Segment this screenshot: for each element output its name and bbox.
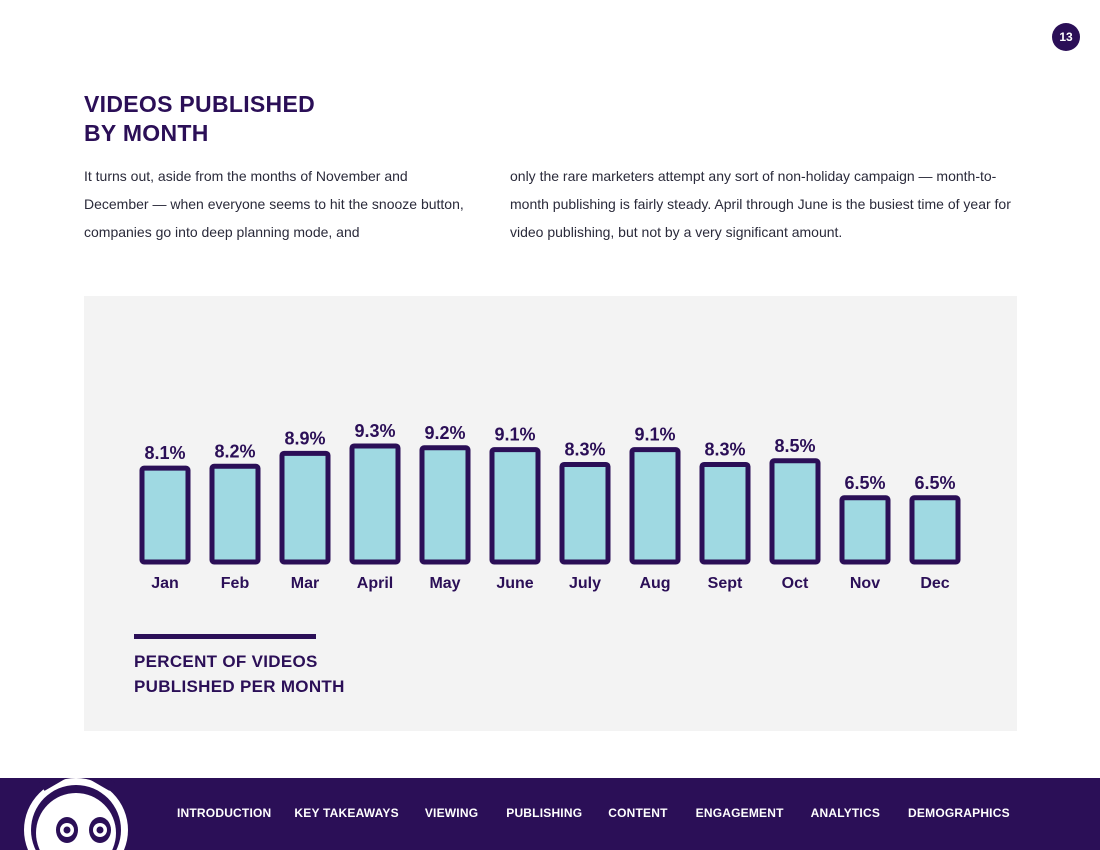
value-label-nov: 6.5% — [844, 473, 885, 493]
page-title-line2: BY MONTH — [84, 120, 209, 146]
nav-item-analytics[interactable]: ANALYTICS — [810, 806, 881, 820]
category-label-april: April — [357, 575, 393, 592]
category-label-may: May — [429, 575, 460, 592]
nav-item-engagement[interactable]: ENGAGEMENT — [695, 806, 784, 820]
intro-paragraph-left: It turns out, aside from the months of N… — [84, 168, 464, 240]
category-label-aug: Aug — [639, 575, 670, 592]
bar-april — [349, 443, 401, 565]
chart-caption-line2: PUBLISHED PER MONTH — [134, 677, 345, 696]
bar-jan — [139, 465, 191, 565]
bar-oct — [769, 458, 821, 565]
value-label-mar: 8.9% — [284, 428, 325, 448]
category-label-oct: Oct — [782, 575, 809, 592]
bar-aug — [629, 447, 681, 565]
footer-nav-bar: INTRODUCTION KEY TAKEAWAYS VIEWING PUBLISHI… — [0, 778, 1100, 850]
page-title-line1: VIDEOS PUBLISHED — [84, 91, 316, 117]
bar-sept — [699, 461, 751, 565]
category-label-mar: Mar — [291, 575, 319, 592]
category-label-dec: Dec — [920, 575, 949, 592]
bar-nov — [839, 495, 891, 565]
bar-dec — [909, 495, 961, 565]
caption-rule — [134, 634, 316, 639]
bar-chart: 8.1% Jan 8.2% Feb 8.9% Mar 9.3% April 9.2% May 9.1… — [139, 421, 961, 592]
nav-item-key-takeaways[interactable]: KEY TAKEAWAYS — [294, 806, 399, 820]
value-label-oct: 8.5% — [774, 436, 815, 456]
nav-item-viewing[interactable]: VIEWING — [424, 806, 479, 820]
bar-mar — [279, 450, 331, 565]
nav-item-content[interactable]: CONTENT — [608, 806, 668, 820]
bar-feb — [209, 463, 261, 565]
page-number-badge: 13 — [1052, 23, 1080, 51]
chart-caption: PERCENT OF VIDEOS PUBLISHED PER MONTH — [134, 649, 345, 699]
chart-caption-line1: PERCENT OF VIDEOS — [134, 652, 318, 671]
value-label-feb: 8.2% — [214, 441, 255, 461]
bar-july — [559, 461, 611, 565]
value-label-aug: 9.1% — [634, 425, 675, 445]
value-label-sept: 8.3% — [704, 439, 745, 459]
nav-item-demographics[interactable]: DEMOGRAPHICS — [908, 806, 1010, 820]
page-title: VIDEOS PUBLISHED BY MONTH — [84, 90, 315, 148]
value-label-july: 8.3% — [564, 439, 605, 459]
category-label-nov: Nov — [850, 575, 880, 592]
category-label-july: July — [569, 575, 601, 592]
robot-mascot-icon — [24, 778, 128, 850]
nav-item-introduction[interactable]: INTRODUCTION — [177, 806, 272, 820]
intro-paragraph-right: only the rare marketers attempt any sort… — [510, 168, 1011, 240]
value-label-june: 9.1% — [494, 425, 535, 445]
value-label-april: 9.3% — [354, 421, 395, 441]
value-label-dec: 6.5% — [914, 473, 955, 493]
section-nav: INTRODUCTION KEY TAKEAWAYS VIEWING PUBLISHI… — [177, 806, 1010, 824]
value-label-jan: 8.1% — [144, 443, 185, 463]
category-label-jan: Jan — [151, 575, 179, 592]
category-label-june: June — [496, 575, 533, 592]
nav-item-publishing[interactable]: PUBLISHING — [506, 806, 583, 820]
chart-panel: 8.1% Jan 8.2% Feb 8.9% Mar 9.3% April 9.2% May 9.1… — [84, 296, 1017, 731]
bar-may — [419, 445, 471, 565]
bar-june — [489, 447, 541, 565]
value-label-may: 9.2% — [424, 423, 465, 443]
category-label-sept: Sept — [708, 575, 743, 592]
category-label-feb: Feb — [221, 575, 250, 592]
